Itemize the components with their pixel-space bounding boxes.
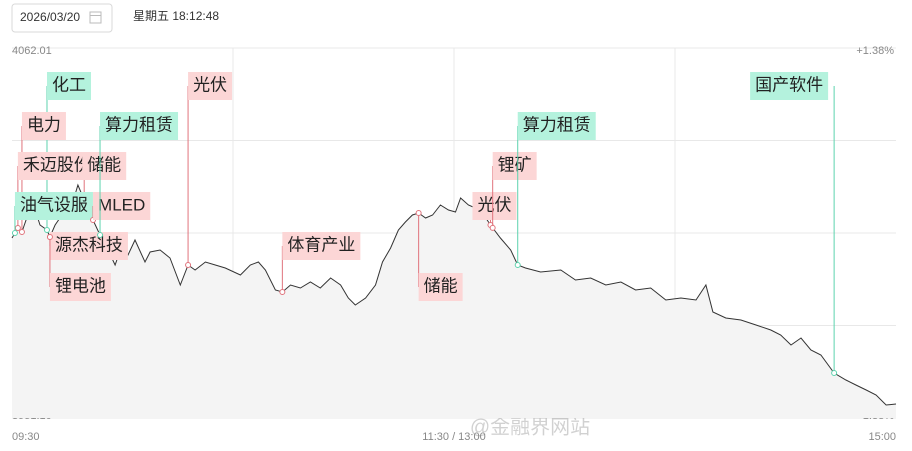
y-tick-label: 4062.01 (12, 45, 52, 57)
annotation-point (489, 224, 496, 231)
annotation-box (100, 112, 179, 140)
annotation-label: 油气设服 (20, 195, 88, 214)
watermark: @金融界网站 (470, 415, 590, 438)
annotation-label: 化工 (52, 75, 86, 94)
annotation-label: 储能 (424, 276, 458, 295)
annotation-point (14, 225, 21, 232)
annotation-label: 光伏 (477, 195, 511, 214)
annotation-point (514, 262, 521, 269)
annotation-point (831, 369, 838, 376)
area (12, 185, 896, 418)
y2-tick-label: +1.38% (856, 45, 894, 57)
annotation-box (472, 192, 517, 220)
annotation-point (185, 262, 192, 269)
annotation-point (18, 229, 25, 236)
x-tick-label: 11:30 / 13:00 (422, 431, 485, 443)
weekday-time: 星期五 18:12:48 (133, 9, 219, 23)
annotation-point (279, 288, 286, 295)
date-input[interactable] (11, 3, 113, 33)
annotation-label: 锂矿 (498, 155, 532, 174)
annotation-label: 储能 (87, 155, 121, 174)
annotation-box (82, 152, 127, 180)
annotation-label: 锂电池 (55, 276, 106, 295)
annotation-label: MLED (98, 195, 145, 214)
annotation-point (97, 232, 104, 239)
annotation-point (43, 227, 50, 234)
annotation-label: 算力租赁 (523, 115, 591, 134)
annotation-box (282, 232, 361, 260)
annotation-label: 体育产业 (287, 235, 355, 254)
annotation-box (188, 72, 233, 100)
annotation-box (46, 72, 91, 100)
calendar-icon[interactable] (89, 11, 102, 24)
annotation-label: 禾迈股份 (23, 155, 91, 174)
annotation-box (49, 232, 128, 260)
annotation-box (750, 72, 829, 100)
annotation-label: 源杰科技 (55, 235, 123, 254)
annotation-box (418, 273, 463, 301)
annotation-label: 国产软件 (755, 75, 823, 94)
annotation-point (415, 210, 422, 217)
annotation-label: 算力租赁 (105, 115, 173, 134)
annotation-label: 电力 (27, 115, 61, 134)
annotation-point (11, 230, 18, 236)
annotation-box (49, 273, 111, 301)
annotation-box (492, 152, 537, 180)
annotation-box (14, 192, 93, 220)
annotation-box (93, 192, 151, 220)
x-tick-label: 15:00 (868, 431, 896, 443)
annotation-box (517, 112, 596, 140)
annotation-label: 光伏 (193, 75, 227, 94)
annotation-point (46, 233, 53, 240)
x-tick-label: 09:30 (12, 431, 40, 443)
annotation-box (21, 112, 66, 140)
date: 2026/03/20 (20, 10, 80, 24)
